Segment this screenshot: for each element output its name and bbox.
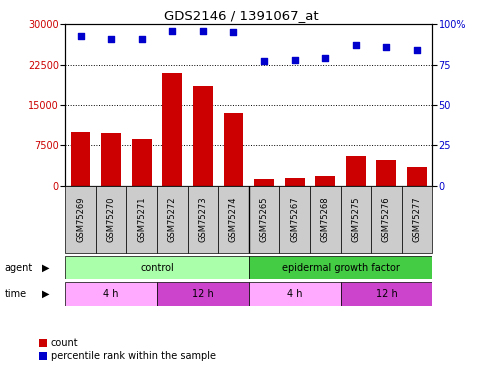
Point [229,30,237,36]
Point [321,55,329,61]
Bar [187,186,218,253]
Text: GDS2146 / 1391067_at: GDS2146 / 1391067_at [164,9,319,22]
Text: agent: agent [5,263,33,273]
Point [413,47,421,53]
Text: time: time [5,289,27,299]
Bar [341,186,371,253]
Bar [218,186,249,253]
Text: epidermal growth factor: epidermal growth factor [282,263,399,273]
Bar [249,282,341,306]
Bar [65,282,157,306]
Point [260,58,268,64]
Bar [39,339,47,347]
Bar [279,186,310,253]
Text: GSM75277: GSM75277 [412,196,422,242]
Bar [249,256,432,279]
Text: GSM75265: GSM75265 [259,196,269,242]
Text: 12 h: 12 h [192,289,214,299]
Bar [157,186,187,253]
Bar [315,177,335,186]
Text: ▶: ▶ [42,289,50,299]
Bar [65,256,249,279]
Text: GSM75272: GSM75272 [168,196,177,242]
Bar [371,186,402,253]
Text: 4 h: 4 h [287,289,302,299]
Point [383,44,390,50]
Text: GSM75276: GSM75276 [382,196,391,242]
Point [77,33,85,39]
Text: GSM75271: GSM75271 [137,196,146,242]
Text: GSM75267: GSM75267 [290,196,299,242]
Bar [224,113,243,186]
Bar [162,73,182,186]
Bar [101,134,121,186]
Text: 12 h: 12 h [375,289,398,299]
Text: control: control [140,263,174,273]
Text: 4 h: 4 h [103,289,119,299]
Text: GSM75275: GSM75275 [351,196,360,242]
Bar [127,186,157,253]
Bar [284,178,305,186]
Bar [310,186,341,253]
Text: GSM75269: GSM75269 [76,196,85,242]
Bar [96,186,127,253]
Bar [346,156,366,186]
Bar [39,352,47,360]
Text: percentile rank within the sample: percentile rank within the sample [51,351,216,361]
Point [138,36,145,42]
Text: ▶: ▶ [42,263,50,273]
Bar [254,179,274,186]
Bar [402,186,432,253]
Bar [157,282,249,306]
Text: GSM75270: GSM75270 [107,196,115,242]
Text: GSM75268: GSM75268 [321,196,330,242]
Point [169,28,176,34]
Point [291,57,298,63]
Text: GSM75273: GSM75273 [199,196,207,242]
Bar [132,139,152,186]
Bar [341,282,432,306]
Text: count: count [51,338,78,348]
Point [352,42,360,48]
Bar [65,186,96,253]
Bar [376,160,397,186]
Point [199,28,207,34]
Bar [71,132,90,186]
Bar [193,86,213,186]
Point [107,36,115,42]
Bar [249,186,279,253]
Bar [407,167,427,186]
Text: GSM75274: GSM75274 [229,196,238,242]
